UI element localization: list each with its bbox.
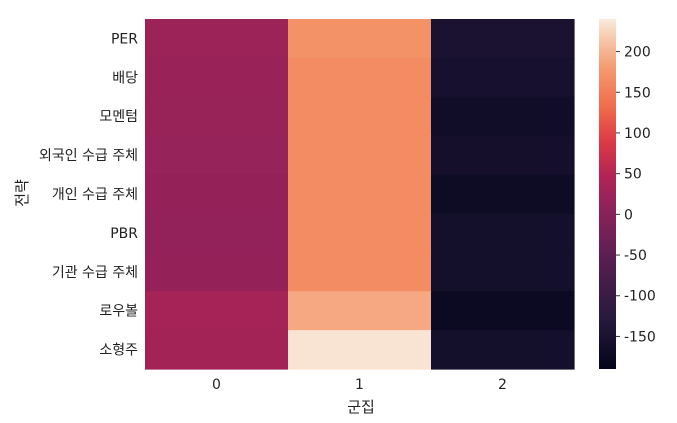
heatmap-cell <box>145 330 289 370</box>
heatmap-cell <box>431 174 575 215</box>
y-tick-label: 소형주 <box>99 343 138 359</box>
heatmap-cell <box>145 135 289 176</box>
colorbar-tick-label: 200 <box>624 45 651 61</box>
heatmap-cell <box>288 19 432 59</box>
colorbar-tick-label: -100 <box>624 289 656 305</box>
y-tick-label: 모멘텀 <box>99 109 138 125</box>
heatmap-cell <box>431 330 575 370</box>
colorbar-tick-label: 150 <box>624 85 651 101</box>
heatmap-cell <box>431 135 575 176</box>
heatmap-cell <box>431 291 575 331</box>
heatmap-cell <box>431 252 575 292</box>
colorbar-tick-label: 100 <box>624 126 651 142</box>
heatmap-cell <box>145 291 289 331</box>
heatmap-cell <box>431 19 575 59</box>
heatmap-cell <box>145 252 289 292</box>
x-tick-label: 1 <box>355 377 364 393</box>
heatmap-cell <box>288 57 432 98</box>
y-tick-label: 기관 수급 주체 <box>52 265 138 281</box>
colorbar-tick-label: 50 <box>624 167 642 183</box>
x-tick-label: 0 <box>212 377 221 393</box>
heatmap-cell <box>288 174 432 215</box>
heatmap-cells <box>145 19 575 370</box>
y-axis-label: 전략 <box>13 179 31 207</box>
y-tick-label: 배당 <box>112 70 138 86</box>
heatmap-cell <box>288 252 432 292</box>
colorbar-tick-label: -150 <box>624 329 656 345</box>
colorbar-tick-label: 0 <box>624 207 633 223</box>
colorbar-tick-label: -50 <box>624 248 647 264</box>
heatmap-cell <box>288 96 432 137</box>
y-tick-label: 로우볼 <box>99 304 138 320</box>
heatmap-cell <box>145 213 289 253</box>
x-tick-labels: 0 1 2 <box>212 377 507 393</box>
heatmap-cell <box>145 96 289 137</box>
heatmap-cell <box>145 57 289 98</box>
heatmap-cell <box>288 291 432 331</box>
colorbar <box>599 19 616 369</box>
heatmap-cell <box>288 330 432 370</box>
heatmap-cell <box>145 174 289 215</box>
heatmap-cell <box>288 213 432 253</box>
heatmap-cell <box>431 213 575 253</box>
colorbar-ticks: 200 150 100 50 0 -50 -100 -150 <box>616 45 656 345</box>
y-tick-label: 외국인 수급 주체 <box>39 148 138 164</box>
y-tick-label: PBR <box>110 226 138 242</box>
heatmap-cell <box>288 135 432 176</box>
y-tick-label: 개인 수급 주체 <box>52 187 138 203</box>
heatmap-cell <box>145 19 289 59</box>
heatmap-cell <box>431 96 575 137</box>
heatmap-cell <box>431 57 575 98</box>
x-axis-label: 군집 <box>347 398 375 416</box>
y-tick-label: PER <box>111 31 138 47</box>
x-tick-label: 2 <box>498 377 507 393</box>
